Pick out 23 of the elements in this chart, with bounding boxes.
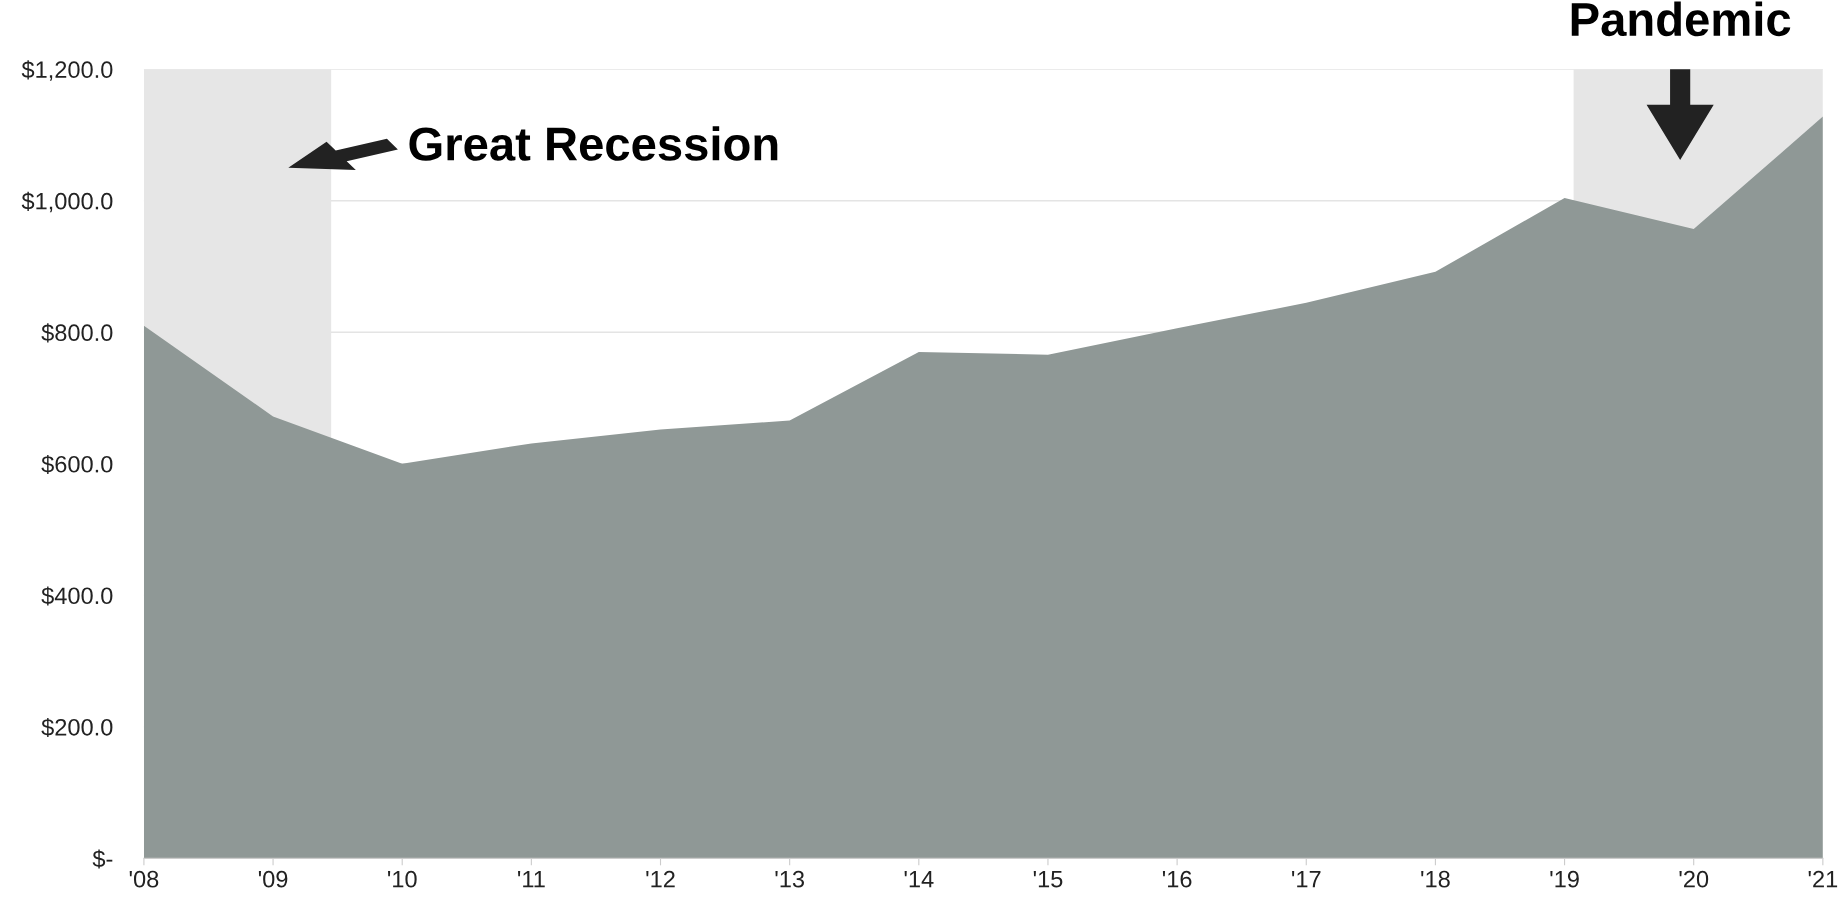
x-tick-label: '09 <box>258 870 288 888</box>
y-tick-label: $200.0 <box>41 717 113 738</box>
x-tick-label: '19 <box>1550 870 1579 888</box>
x-tick-label: '16 <box>1162 870 1192 888</box>
x-tick-label: '20 <box>1679 870 1709 888</box>
y-tick-label: $1,200.0 <box>21 60 113 81</box>
y-tick-label: $800.0 <box>41 323 113 343</box>
x-tick-label: '18 <box>1421 870 1450 888</box>
y-tick-label: $1,000.0 <box>21 191 113 213</box>
annotation: Great Recession <box>409 126 778 161</box>
text: Pandemic <box>1571 1 1791 37</box>
x-tick-label: '13 <box>775 870 805 888</box>
y-tick-label: $- <box>92 849 113 869</box>
y-tick-label: $400.0 <box>41 586 113 606</box>
x-tick-label: '17 <box>1292 871 1321 888</box>
x-tick-label: '14 <box>904 871 934 888</box>
x-tick-label: '08 <box>129 870 159 888</box>
y-tick-label: $600.0 <box>41 454 113 474</box>
x-tick-label: '12 <box>646 870 675 888</box>
x-tick-label: '10 <box>388 870 417 888</box>
x-tick-label: '21 <box>1808 870 1838 888</box>
x-tick-label: '15 <box>1033 871 1063 888</box>
x-tick-label: '11 <box>518 871 545 888</box>
